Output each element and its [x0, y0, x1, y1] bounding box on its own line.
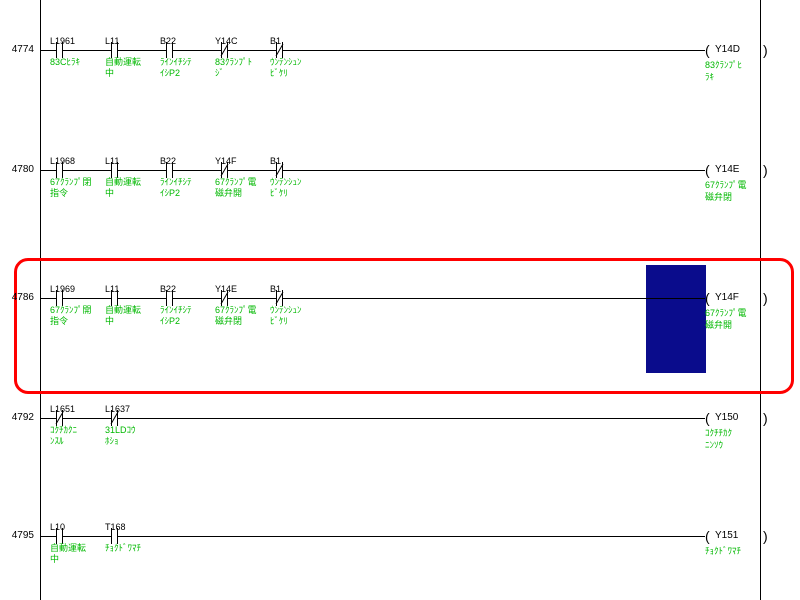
contact-address: T168	[105, 522, 126, 532]
wire-segment	[282, 50, 705, 51]
rung-number: 4774	[4, 44, 34, 55]
coil-paren-right: )	[763, 410, 768, 426]
contact-description: 83ｸﾗﾝﾌﾟﾄｼﾞ	[215, 57, 252, 79]
contact-description: ｳﾝﾃﾝｼｭﾝﾋﾞｹﾘ	[270, 305, 302, 327]
wire-segment	[62, 50, 111, 51]
wire-segment	[117, 418, 705, 419]
cursor-block[interactable]	[646, 265, 706, 373]
contact-description: ﾁｮｸﾄﾞﾜﾏﾁ	[105, 543, 141, 554]
coil-paren-right: )	[763, 528, 768, 544]
coil-address: Y14F	[715, 292, 739, 303]
coil-address: Y150	[715, 412, 738, 423]
coil-description: 67ｸﾗﾝﾌﾟ電磁弁閉	[705, 180, 747, 203]
wire-segment	[282, 170, 705, 171]
contact-address: B22	[160, 36, 176, 46]
coil-address: Y14D	[715, 44, 740, 55]
wire-segment	[227, 170, 276, 171]
coil-paren-left: (	[705, 410, 710, 426]
contact-description: 自動運転中	[105, 305, 141, 327]
wire-segment	[227, 298, 276, 299]
wire-segment	[62, 536, 111, 537]
contact-description: ﾗｲﾝｲﾁｼﾃｲｼP2	[160, 305, 192, 327]
contact-description: 83Cﾋﾗｷ	[50, 57, 80, 68]
contact-description: ﾗｲﾝｲﾁｼﾃｲｼP2	[160, 57, 192, 79]
contact-address: B22	[160, 284, 176, 294]
coil-description: ﾁｮｸﾄﾞﾜﾏﾁ	[705, 546, 741, 558]
rung-number: 4786	[4, 292, 34, 303]
contact-description: 67ｸﾗﾝﾌﾟ開指令	[50, 305, 92, 327]
wire-segment	[117, 170, 166, 171]
coil-description: ｺｸﾁﾁｶｸﾆﾝｿｳ	[705, 428, 732, 451]
contact-description: 67ｸﾗﾝﾌﾟ電磁弁閉	[215, 305, 257, 327]
wire-segment	[172, 170, 221, 171]
rung-number: 4792	[4, 412, 34, 423]
coil-address: Y151	[715, 530, 738, 541]
coil-paren-left: (	[705, 42, 710, 58]
coil-description: 67ｸﾗﾝﾌﾟ電磁弁開	[705, 308, 747, 331]
coil-paren-right: )	[763, 162, 768, 178]
rung-number: 4795	[4, 530, 34, 541]
wire-segment	[117, 50, 166, 51]
wire-segment	[62, 418, 111, 419]
contact-description: 67ｸﾗﾝﾌﾟ閉指令	[50, 177, 92, 199]
wire-segment	[227, 50, 276, 51]
contact-description: ｺｸﾁｶｸﾆﾝｽﾙ	[50, 425, 77, 447]
wire-segment	[117, 298, 166, 299]
contact-description: 自動運転中	[105, 177, 141, 199]
wire-segment	[62, 298, 111, 299]
coil-description: 83ｸﾗﾝﾌﾟﾋﾗｷ	[705, 60, 742, 83]
contact-description: 自動運転中	[105, 57, 141, 79]
wire-segment	[172, 50, 221, 51]
contact-address: B22	[160, 156, 176, 166]
wire-segment	[172, 298, 221, 299]
coil-paren-right: )	[763, 290, 768, 306]
rung-number: 4780	[4, 164, 34, 175]
contact-description: 67ｸﾗﾝﾌﾟ電磁弁開	[215, 177, 257, 199]
coil-address: Y14E	[715, 164, 739, 175]
coil-paren-left: (	[705, 528, 710, 544]
contact-description: ｳﾝﾃﾝｼｭﾝﾋﾞｹﾘ	[270, 177, 302, 199]
contact-description: 31LDｺｳﾎｼｮ	[105, 425, 136, 447]
contact-description: ｳﾝﾃﾝｼｭﾝﾋﾞｹﾘ	[270, 57, 302, 79]
wire-segment	[282, 298, 705, 299]
ladder-canvas: 4774L196183CﾋﾗｷL11自動運転中B22ﾗｲﾝｲﾁｼﾃｲｼP2Y14…	[0, 0, 800, 600]
wire-segment	[62, 170, 111, 171]
contact-description: 自動運転中	[50, 543, 86, 565]
coil-paren-right: )	[763, 42, 768, 58]
contact-description: ﾗｲﾝｲﾁｼﾃｲｼP2	[160, 177, 192, 199]
coil-paren-left: (	[705, 290, 710, 306]
wire-segment	[117, 536, 705, 537]
coil-paren-left: (	[705, 162, 710, 178]
